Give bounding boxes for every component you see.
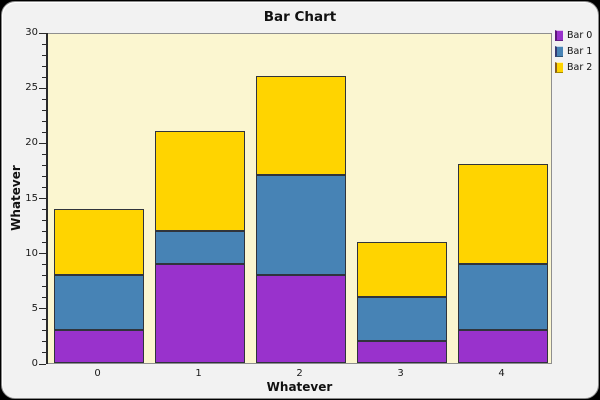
legend-label: Bar 1 [567, 45, 593, 57]
legend-item[interactable]: Bar 0 [555, 27, 592, 43]
y-major-tick [39, 363, 46, 365]
legend-swatch-icon [555, 45, 563, 57]
legend-label: Bar 0 [567, 29, 593, 41]
chart-title: Bar Chart [263, 9, 337, 25]
bar-segment-bar-2[interactable] [255, 76, 346, 176]
bar-segment-bar-1[interactable] [154, 230, 245, 264]
y-minor-tick [42, 286, 46, 288]
y-major-tick [39, 32, 46, 34]
y-axis-line [46, 33, 48, 364]
y-minor-tick [42, 330, 46, 332]
y-minor-tick [42, 231, 46, 233]
bar-segment-bar-1[interactable] [53, 274, 144, 330]
legend: Bar 0 Bar 1 Bar 2 [555, 27, 592, 75]
y-minor-tick [42, 297, 46, 299]
x-tick-label: 2 [296, 368, 303, 379]
y-axis-label: Whatever [9, 165, 23, 231]
y-minor-tick [42, 186, 46, 188]
y-minor-tick [42, 153, 46, 155]
bar-segment-bar-1[interactable] [255, 175, 346, 275]
y-tick-label: 30 [25, 27, 38, 38]
x-axis-label: Whatever [266, 380, 333, 394]
y-minor-tick [42, 131, 46, 133]
bar-segment-bar-0[interactable] [53, 329, 144, 363]
y-minor-tick [42, 43, 46, 45]
bar-segment-bar-0[interactable] [154, 263, 245, 363]
y-minor-tick [42, 352, 46, 354]
legend-item[interactable]: Bar 1 [555, 43, 592, 59]
y-tick-label: 0 [31, 358, 38, 369]
bar-segment-bar-2[interactable] [154, 131, 245, 231]
y-major-tick [39, 308, 46, 310]
legend-item[interactable]: Bar 2 [555, 59, 592, 75]
legend-label: Bar 2 [567, 61, 593, 73]
bar-segment-bar-2[interactable] [356, 241, 447, 297]
y-minor-tick [42, 264, 46, 266]
y-tick-label: 10 [25, 247, 38, 259]
legend-swatch-icon [555, 61, 563, 73]
y-minor-tick [42, 175, 46, 177]
y-minor-tick [42, 319, 46, 321]
y-major-tick [39, 142, 46, 144]
y-minor-tick [42, 275, 46, 277]
y-minor-tick [42, 109, 46, 111]
y-major-tick [39, 87, 46, 89]
y-minor-tick [42, 98, 46, 100]
y-minor-tick [42, 120, 46, 122]
y-tick-label: 25 [25, 82, 38, 94]
bar-segment-bar-1[interactable] [457, 263, 548, 330]
legend-swatch-icon [555, 29, 563, 41]
y-minor-tick [42, 76, 46, 78]
x-tick-label: 1 [195, 368, 202, 379]
bar-segment-bar-1[interactable] [356, 296, 447, 341]
bar-segment-bar-0[interactable] [356, 340, 447, 363]
y-tick-label: 20 [25, 137, 38, 149]
y-minor-tick [42, 164, 46, 166]
y-minor-tick [42, 220, 46, 222]
y-tick-label: 5 [31, 302, 38, 314]
y-minor-tick [42, 341, 46, 343]
plot-area [47, 33, 552, 364]
x-tick-label: 0 [94, 368, 101, 379]
bar-segment-bar-0[interactable] [255, 274, 346, 363]
y-minor-tick [42, 65, 46, 67]
y-minor-tick [42, 242, 46, 244]
y-minor-tick [42, 54, 46, 56]
x-tick-label: 3 [397, 368, 404, 379]
bar-segment-bar-2[interactable] [457, 164, 548, 264]
bar-segment-bar-0[interactable] [457, 329, 548, 363]
y-major-tick [39, 253, 46, 255]
y-minor-tick [42, 209, 46, 211]
y-major-tick [39, 198, 46, 199]
y-tick-label: 15 [25, 192, 38, 204]
x-tick-label: 4 [498, 368, 505, 379]
bar-segment-bar-2[interactable] [53, 208, 144, 275]
